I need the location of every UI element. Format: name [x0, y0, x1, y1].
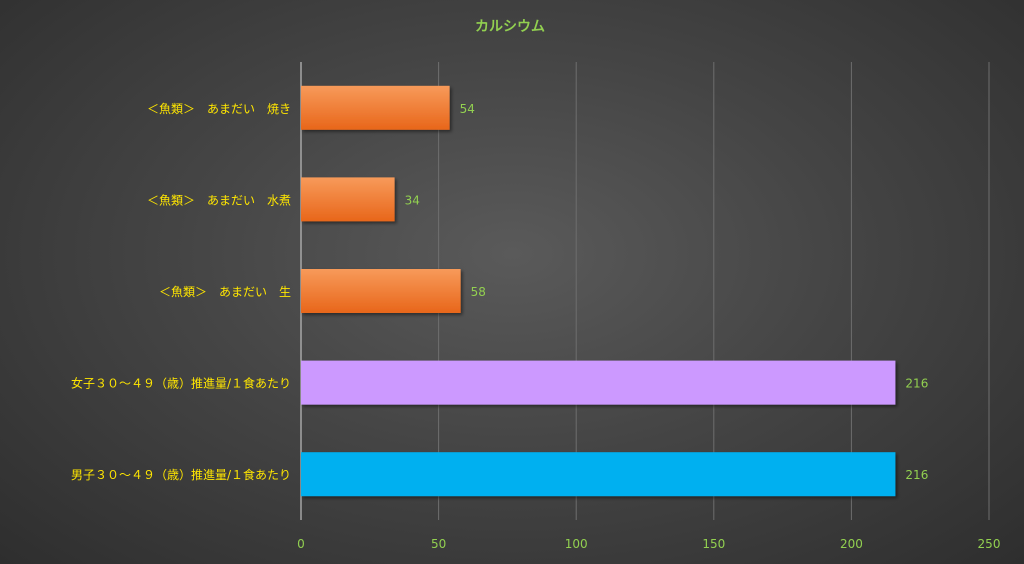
chart-title: カルシウム	[475, 19, 545, 35]
data-label: 216	[905, 468, 928, 482]
bar	[301, 85, 450, 130]
category-label: 男子３０～４９（歳）推進量/１食あたり	[71, 467, 291, 482]
x-tick-label: 250	[978, 537, 1001, 551]
x-tick-label: 150	[702, 537, 725, 551]
category-label: ＜魚類＞ あまだい 水煮	[147, 193, 291, 207]
bars: 54 34 58 216 216	[301, 85, 928, 497]
data-label: 58	[471, 285, 486, 299]
category-labels: ＜魚類＞ あまだい 焼き ＜魚類＞ あまだい 水煮 ＜魚類＞ あまだい 生女子３０～…	[71, 102, 291, 482]
bar	[301, 177, 395, 222]
bar	[301, 360, 896, 405]
category-label: 女子３０～４９（歳）推進量/１食あたり	[71, 376, 291, 391]
data-label: 34	[405, 193, 420, 207]
x-axis-ticks: 0 50 100 150 200 250	[297, 537, 1000, 551]
category-label: ＜魚類＞ あまだい 生	[159, 285, 291, 299]
category-label: ＜魚類＞ あまだい 焼き	[147, 102, 291, 116]
x-tick-label: 0	[297, 537, 305, 551]
bar	[301, 269, 461, 313]
x-tick-label: 50	[431, 537, 446, 551]
x-tick-label: 200	[840, 537, 863, 551]
data-label: 216	[905, 377, 928, 391]
x-tick-label: 100	[565, 537, 588, 551]
bar	[301, 452, 896, 497]
data-label: 54	[460, 102, 475, 116]
